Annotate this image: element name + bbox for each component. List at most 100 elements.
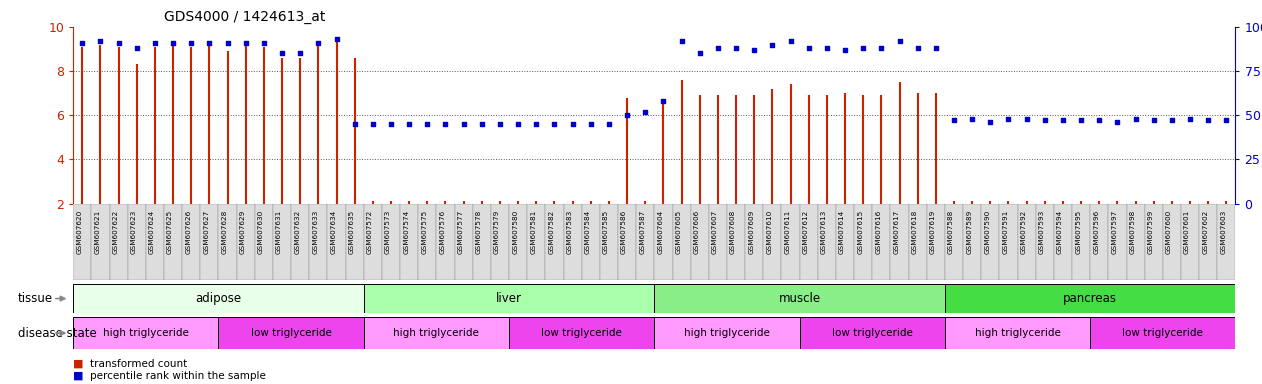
Point (182, 40, 202, 46)
Text: GSM607575: GSM607575 (422, 210, 428, 254)
Text: GSM607584: GSM607584 (584, 210, 591, 254)
Text: GSM607578: GSM607578 (476, 210, 482, 254)
Point (1198, 118, 1218, 124)
Text: GSM607621: GSM607621 (95, 210, 101, 254)
Point (1035, 118, 1055, 124)
Bar (363, 204, 382, 280)
Text: GSM607579: GSM607579 (493, 210, 500, 254)
Text: GSM607630: GSM607630 (257, 210, 264, 254)
Text: GSM607602: GSM607602 (1203, 210, 1208, 254)
Point (1107, 119, 1127, 125)
Text: GSM607620: GSM607620 (76, 210, 82, 254)
Text: GSM607577: GSM607577 (458, 210, 463, 254)
Bar (382, 204, 400, 280)
Bar (945, 284, 1235, 313)
Point (418, 121, 438, 127)
Text: GSM607581: GSM607581 (530, 210, 536, 254)
Text: high triglyceride: high triglyceride (974, 328, 1060, 338)
Bar (454, 204, 473, 280)
Text: GSM607599: GSM607599 (1147, 210, 1153, 254)
Text: GSM607594: GSM607594 (1058, 210, 1063, 254)
Bar (673, 204, 690, 280)
Bar (491, 204, 509, 280)
Bar (945, 317, 1090, 349)
Text: GDS4000 / 1424613_at: GDS4000 / 1424613_at (164, 10, 326, 23)
Bar (1000, 204, 1017, 280)
Point (689, 50, 709, 56)
Text: GSM607591: GSM607591 (1002, 210, 1008, 254)
Point (762, 41, 782, 48)
Point (381, 121, 401, 127)
Bar (127, 204, 146, 280)
Bar (1090, 317, 1235, 349)
Point (581, 121, 601, 127)
Bar (781, 204, 800, 280)
Text: low triglyceride: low triglyceride (1122, 328, 1203, 338)
Bar (655, 284, 945, 313)
Point (780, 38, 800, 44)
Text: GSM607625: GSM607625 (167, 210, 173, 254)
Point (817, 45, 837, 51)
Text: GSM607603: GSM607603 (1220, 210, 1227, 254)
Point (799, 45, 819, 51)
Point (708, 45, 728, 51)
Bar (1108, 204, 1127, 280)
Text: transformed count: transformed count (90, 359, 187, 369)
Point (671, 38, 692, 44)
Text: high triglyceride: high triglyceride (684, 328, 770, 338)
Text: disease state: disease state (18, 327, 96, 339)
Point (726, 45, 746, 51)
Bar (218, 204, 237, 280)
Bar (1181, 204, 1199, 280)
Text: GSM607592: GSM607592 (1021, 210, 1027, 254)
Bar (800, 204, 818, 280)
Bar (346, 204, 363, 280)
Point (1180, 116, 1200, 122)
Bar (400, 204, 418, 280)
Text: GSM607608: GSM607608 (731, 210, 736, 254)
Point (327, 36, 347, 42)
Point (509, 121, 529, 127)
Bar (73, 284, 363, 313)
Text: GSM607586: GSM607586 (621, 210, 627, 254)
Text: GSM607587: GSM607587 (640, 210, 645, 254)
Bar (963, 204, 982, 280)
Text: GSM607607: GSM607607 (712, 210, 718, 254)
Bar (545, 204, 564, 280)
Text: GSM607634: GSM607634 (331, 210, 337, 254)
Text: high triglyceride: high triglyceride (103, 328, 189, 338)
Bar (854, 204, 872, 280)
Bar (727, 204, 745, 280)
Bar (146, 204, 164, 280)
Point (1143, 118, 1164, 124)
Point (72, 40, 92, 46)
Bar (1054, 204, 1071, 280)
Text: GSM607609: GSM607609 (748, 210, 755, 254)
Bar (764, 204, 781, 280)
Bar (1218, 204, 1235, 280)
Bar (309, 204, 327, 280)
Text: GSM607624: GSM607624 (149, 210, 155, 254)
Bar (1162, 204, 1181, 280)
Point (526, 121, 546, 127)
Bar (818, 204, 835, 280)
Text: high triglyceride: high triglyceride (394, 328, 480, 338)
Text: GSM607583: GSM607583 (567, 210, 573, 254)
Text: GSM607618: GSM607618 (911, 210, 917, 254)
Bar (655, 204, 673, 280)
Bar (528, 204, 545, 280)
Text: GSM607600: GSM607600 (1166, 210, 1172, 254)
Text: low triglyceride: low triglyceride (832, 328, 912, 338)
Text: GSM607622: GSM607622 (112, 210, 119, 254)
Bar (437, 204, 454, 280)
Text: GSM607633: GSM607633 (313, 210, 318, 254)
Bar (218, 317, 363, 349)
Bar (509, 317, 654, 349)
Bar (636, 204, 655, 280)
Text: GSM607573: GSM607573 (385, 210, 391, 254)
Bar (891, 204, 909, 280)
Text: GSM607574: GSM607574 (403, 210, 409, 254)
Bar (945, 204, 963, 280)
Point (962, 116, 982, 122)
Bar (872, 204, 891, 280)
